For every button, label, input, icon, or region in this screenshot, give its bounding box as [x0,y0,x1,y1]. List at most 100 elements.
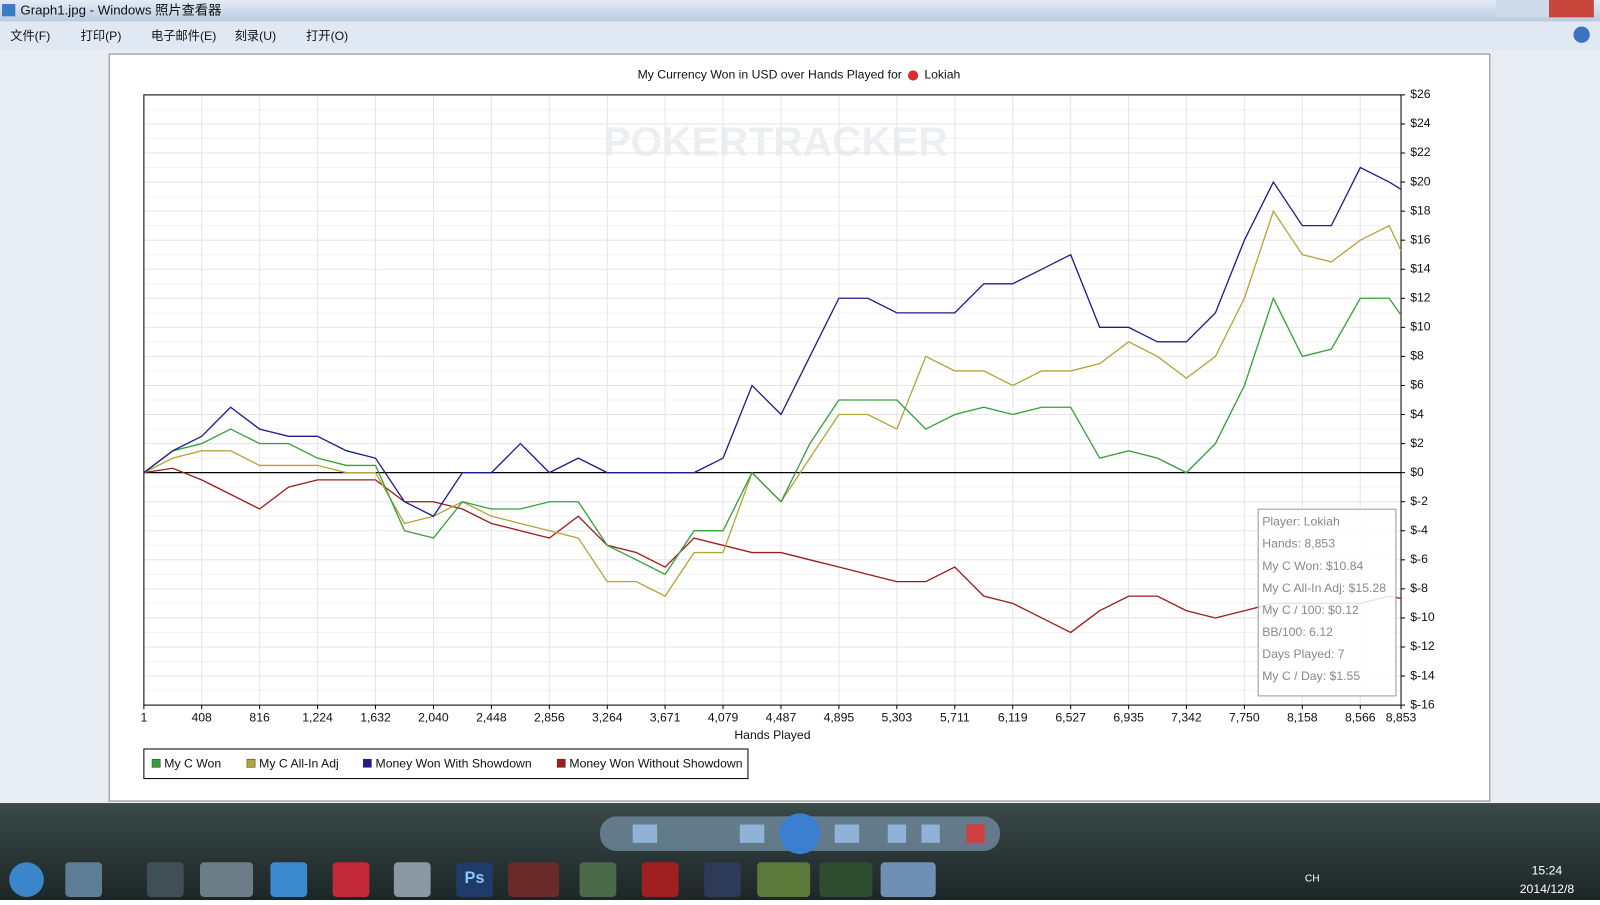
clock-date[interactable]: 2014/12/8 [1520,882,1575,896]
legend [143,748,749,780]
y-tick-label: $8 [1410,349,1424,363]
x-tick-label: 3,264 [592,711,623,725]
y-tick-label: $10 [1410,320,1431,334]
x-tick-label: 2,856 [534,711,565,725]
taskbar-app[interactable] [508,862,560,897]
x-axis-label: Hands Played [734,728,810,742]
y-tick-label: $26 [1410,87,1431,101]
legend-swatch [363,758,372,768]
y-tick-label: $16 [1410,232,1431,246]
zoom-button[interactable] [632,824,658,843]
menu-item[interactable]: 刻录(U) [235,29,276,43]
legend-swatch [246,758,256,768]
y-tick-label: $24 [1410,116,1431,130]
taskbar-app[interactable] [641,862,679,897]
menu-bar [0,21,1600,50]
legend-label: My C Won [164,757,221,771]
legend-label: Money Won With Showdown [376,757,532,771]
taskbar-app[interactable] [880,862,936,897]
taskbar-app[interactable] [757,862,811,897]
x-tick-label: 1,632 [360,711,391,725]
x-tick-label: 816 [249,711,270,725]
tooltip [1257,508,1397,697]
taskbar-app[interactable] [146,862,184,897]
x-tick-label: 8,158 [1287,711,1318,725]
clock-time[interactable]: 15:24 [1532,864,1563,878]
help-button[interactable] [1573,26,1590,43]
x-tick-label: 4,079 [708,711,739,725]
tooltip-line: My C Won: $10.84 [1262,559,1363,573]
y-tick-label: $22 [1410,145,1431,159]
x-tick-label: 7,342 [1171,711,1202,725]
y-tick-label: $2 [1410,436,1424,450]
start-button[interactable] [9,862,44,897]
taskbar-app[interactable] [332,862,370,897]
taskbar-app[interactable] [393,862,431,897]
x-tick-label: 6,119 [998,711,1028,725]
player-name: Lokiah [924,68,960,82]
y-tick-label: $12 [1410,291,1431,305]
rotate-right-button[interactable] [921,824,940,843]
taskbar-app[interactable] [456,862,493,897]
y-tick-label: $4 [1410,407,1424,421]
previous-button[interactable] [739,824,765,843]
y-tick-label: $-12 [1410,639,1435,653]
x-tick-label: 2,040 [418,711,449,725]
x-tick-label: 4,895 [824,711,855,725]
language-indicator[interactable]: CH [1305,873,1320,884]
series-line [143,166,1402,518]
chart: My Currency Won in USD over Hands Played… [140,68,1435,780]
taskbar-app[interactable] [200,862,254,897]
taskbar-app[interactable] [65,862,103,897]
plot-frame [143,94,1402,706]
minimize-button[interactable] [1495,0,1523,18]
menu-item[interactable]: 打开(O) [306,29,348,43]
y-tick-label: $-6 [1410,552,1428,566]
tooltip-line: BB/100: 6.12 [1262,625,1333,639]
tooltip-line: My C / Day: $1.55 [1262,669,1360,683]
maximize-button[interactable] [1522,0,1549,18]
x-tick-label: 5,303 [882,711,913,725]
watermark: POKERTRACKER [603,119,948,165]
x-tick-label: 7,750 [1229,711,1260,725]
legend-swatch [151,758,161,768]
x-tick-label: 5,711 [940,711,970,725]
y-tick-label: $-16 [1410,697,1435,711]
title-bar [0,0,1600,22]
x-tick-label: 6,527 [1055,711,1086,725]
rotate-left-button[interactable] [887,824,907,843]
x-tick-label: 4,487 [766,711,797,725]
taskbar-app[interactable] [704,862,741,897]
legend-label: Money Won Without Showdown [569,757,742,771]
y-tick-label: $-14 [1410,668,1435,682]
tooltip-line: My C / 100: $0.12 [1262,603,1359,617]
x-tick-label: 408 [191,711,212,725]
y-tick-label: $-10 [1410,610,1435,624]
delete-button[interactable] [966,824,985,843]
tooltip-line: My C All-In Adj: $15.28 [1262,581,1386,595]
taskbar-app[interactable] [579,862,617,897]
x-tick-label: 1,224 [302,711,333,725]
close-button[interactable] [1548,0,1594,18]
next-button[interactable] [834,824,860,843]
chart-title: My Currency Won in USD over Hands Played… [638,68,961,82]
x-tick-label: 8,853 [1386,711,1417,725]
menu-item[interactable]: 打印(P) [81,29,122,43]
y-tick-label: $14 [1410,261,1431,275]
app-label: Ps [465,869,485,887]
taskbar-apps: Ps [65,862,936,897]
slideshow-button[interactable] [779,813,821,855]
y-tick-label: $20 [1410,174,1431,188]
x-tick-label: 8,566 [1345,711,1376,725]
tooltip-line: Player: Lokiah [1262,515,1340,529]
app-icon [2,4,16,17]
menu-item[interactable]: 文件(F) [10,28,50,43]
series-line [143,296,1402,576]
taskbar-app[interactable] [270,862,308,897]
tooltip-line: Days Played: 7 [1262,647,1344,661]
y-tick-label: $-2 [1410,494,1428,508]
window-title: Graph1.jpg - Windows 照片查看器 [20,3,221,18]
taskbar-app[interactable] [819,862,873,897]
menu-item[interactable]: 电子邮件(E) [151,29,216,43]
x-tick-label: 1 [140,711,147,725]
